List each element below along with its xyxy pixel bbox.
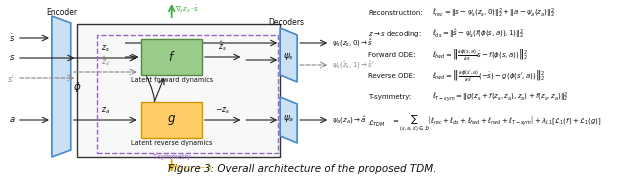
Polygon shape	[280, 97, 297, 143]
Bar	[97, 35, 278, 153]
Text: $z_s$: $z_s$	[101, 43, 110, 54]
Text: $f$: $f$	[168, 50, 175, 64]
Text: Forward ODE:: Forward ODE:	[368, 52, 415, 58]
Text: $\psi_s$: $\psi_s$	[283, 51, 294, 61]
Text: Figure 3: Overall architecture of the proposed TDM.: Figure 3: Overall architecture of the pr…	[168, 164, 436, 174]
Text: $\hat{z}_{s'}$: $\hat{z}_{s'}$	[100, 54, 111, 68]
Text: $s$: $s$	[9, 54, 15, 62]
Text: $= \sum_{(s,a,s') \in \mathcal{D}} \left[\ell_{rec} + \ell_{ds} + \ell_{fwd} + \: $= \sum_{(s,a,s') \in \mathcal{D}} \left…	[392, 115, 602, 133]
Text: $\phi$: $\phi$	[73, 80, 82, 94]
Text: $a$: $a$	[8, 115, 15, 124]
FancyBboxPatch shape	[77, 24, 280, 157]
FancyBboxPatch shape	[141, 39, 202, 75]
Text: $\nabla_{s} z_s \cdot \dot{s}$: $\nabla_{s} z_s \cdot \dot{s}$	[175, 3, 199, 15]
Text: $\ell_{rwd} = \left\|\frac{\partial \phi(s',a)}{\partial s'}(-\dot{s}) - g(\phi(: $\ell_{rwd} = \left\|\frac{\partial \phi…	[432, 68, 546, 84]
Text: Latent reverse dynamics: Latent reverse dynamics	[131, 140, 212, 146]
Text: $s'$: $s'$	[7, 73, 15, 83]
Text: $\ell_{rec} = \|s - \psi_s(z_s, 0)\|_2^2 + \|a - \psi_a(z_a)\|_2^2$: $\ell_{rec} = \|s - \psi_s(z_s, 0)\|_2^2…	[432, 6, 555, 20]
Text: $z \to s$ decoding:: $z \to s$ decoding:	[368, 29, 422, 39]
Text: T-symmetry:: T-symmetry:	[368, 94, 411, 100]
FancyBboxPatch shape	[141, 102, 202, 138]
Text: $z_a$: $z_a$	[101, 105, 110, 116]
Text: $\psi_s(z_s, 0) \to \hat{s}$: $\psi_s(z_s, 0) \to \hat{s}$	[332, 37, 373, 49]
Text: $\mathcal{L}_{TDM}$: $\mathcal{L}_{TDM}$	[368, 119, 386, 129]
Polygon shape	[52, 16, 71, 157]
Text: $\nabla_{s'} z_{s'} \cdot (-\dot{s})$: $\nabla_{s'} z_{s'} \cdot (-\dot{s})$	[175, 162, 212, 174]
Text: $\ell_{ds} = \|\hat{s} - \psi_s(f(\phi(s,a)), 1)\|_2^2$: $\ell_{ds} = \|\hat{s} - \psi_s(f(\phi(s…	[432, 27, 524, 41]
Text: Reverse ODE:: Reverse ODE:	[368, 73, 415, 79]
Text: $\dot{s}$: $\dot{s}$	[9, 32, 15, 44]
Text: $\ell_{fwd} = \left\|\frac{\partial \phi(s,a)}{\partial s}\dot{s} - f(\phi(s,a)): $\ell_{fwd} = \left\|\frac{\partial \phi…	[432, 47, 528, 63]
Text: $\psi_a$: $\psi_a$	[283, 114, 294, 124]
Text: $\psi_s(\hat{z}_s, 1) \to \hat{s}'$: $\psi_s(\hat{z}_s, 1) \to \hat{s}'$	[332, 59, 375, 71]
Text: $\ell_{T-sym} = \|g(z_s + f(z_s, z_a), z_a) + f(z_s, z_a)\|_2^2$: $\ell_{T-sym} = \|g(z_s + f(z_s, z_a), z…	[432, 90, 568, 104]
Text: Latent forward dynamics: Latent forward dynamics	[131, 77, 212, 83]
Polygon shape	[280, 28, 297, 82]
Text: $\hat{z}_s$: $\hat{z}_s$	[218, 39, 227, 53]
Text: $-z_s$: $-z_s$	[215, 105, 230, 116]
Text: Encoder: Encoder	[45, 8, 77, 17]
Text: $g$: $g$	[167, 113, 176, 127]
Text: Decoders: Decoders	[268, 18, 304, 27]
Text: Reconstruction:: Reconstruction:	[368, 10, 422, 16]
Text: T-symmetry: T-symmetry	[152, 154, 191, 160]
Text: $\psi_a(z_a) \to \hat{a}$: $\psi_a(z_a) \to \hat{a}$	[332, 114, 367, 126]
